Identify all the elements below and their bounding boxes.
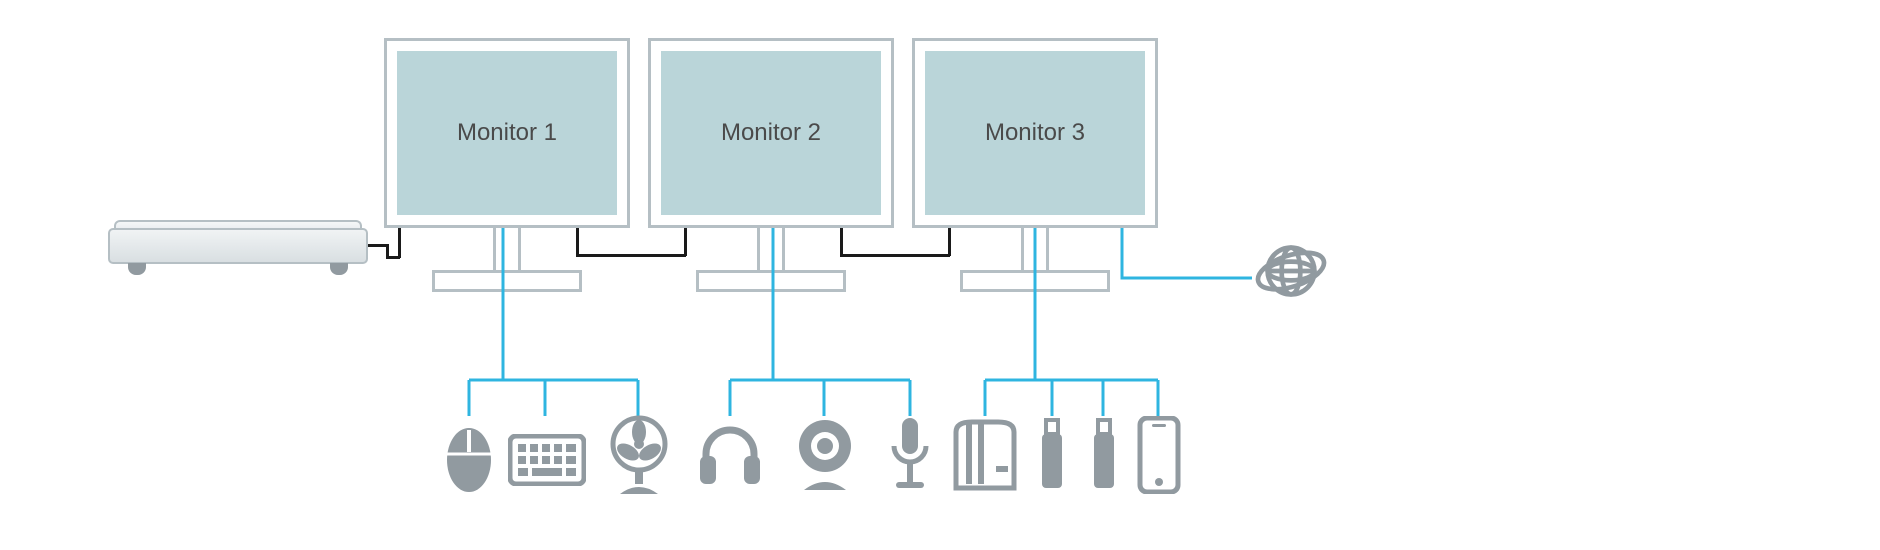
black-wire <box>840 254 950 257</box>
microphone-icon <box>888 414 932 498</box>
monitor-bezel: Monitor 3 <box>912 38 1158 228</box>
monitor-screen: Monitor 3 <box>925 51 1145 215</box>
monitor-screen: Monitor 2 <box>661 51 881 215</box>
black-wire <box>576 254 686 257</box>
black-wire <box>948 228 951 256</box>
black-wire <box>840 228 843 256</box>
monitor-base <box>432 270 582 292</box>
device-foot <box>330 263 348 275</box>
monitor-neck <box>1021 228 1049 272</box>
monitor-bezel: Monitor 2 <box>648 38 894 228</box>
storage-icon <box>952 418 1018 492</box>
black-wire <box>684 228 687 256</box>
monitor-label: Monitor 3 <box>985 119 1085 147</box>
monitor-label: Monitor 1 <box>457 119 557 147</box>
internet-globe-icon <box>1252 232 1330 310</box>
monitor-neck <box>757 228 785 272</box>
headphones-icon <box>694 418 766 490</box>
monitor-base <box>696 270 846 292</box>
usb-stick-icon <box>1090 418 1118 492</box>
black-wire <box>368 244 388 247</box>
fan-icon <box>606 414 672 498</box>
monitor-base <box>960 270 1110 292</box>
usb-stick-icon <box>1038 418 1066 492</box>
black-wire <box>398 228 401 258</box>
monitor-bezel: Monitor 1 <box>384 38 630 228</box>
keyboard-icon <box>508 434 586 486</box>
webcam-icon <box>794 416 856 496</box>
mouse-icon <box>441 416 497 496</box>
monitor-neck <box>493 228 521 272</box>
phone-icon <box>1136 416 1182 494</box>
diagram-canvas: Monitor 1 Monitor 2 Monitor 3 <box>0 0 1880 550</box>
source-device <box>108 228 368 264</box>
device-foot <box>128 263 146 275</box>
monitor-label: Monitor 2 <box>721 119 821 147</box>
monitor-screen: Monitor 1 <box>397 51 617 215</box>
black-wire <box>576 228 579 256</box>
